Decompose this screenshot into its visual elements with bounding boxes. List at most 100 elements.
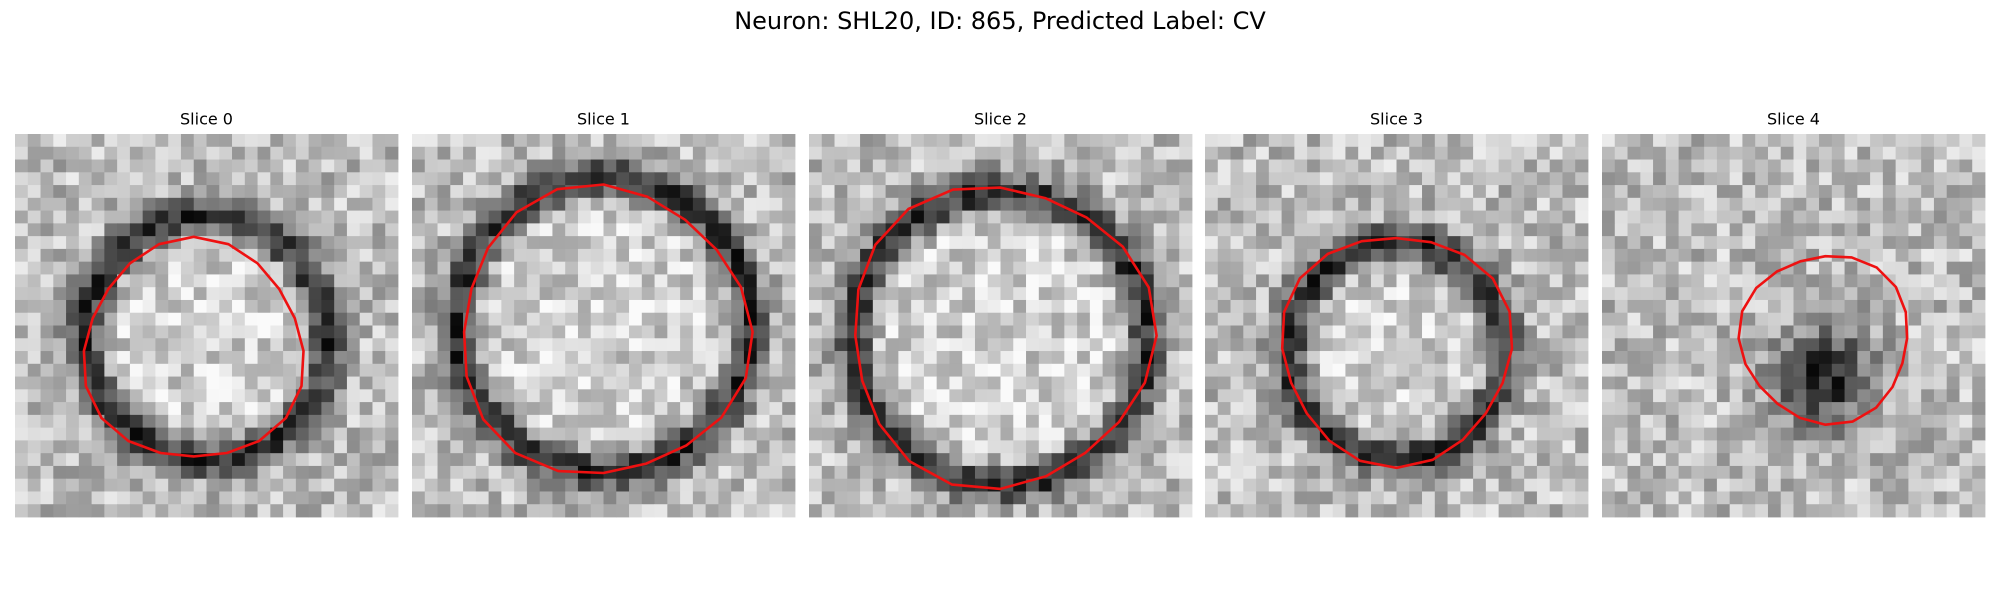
pixel <box>577 159 592 173</box>
pixel <box>193 376 207 390</box>
pixel <box>1602 274 1616 288</box>
pixel <box>1575 478 1589 492</box>
pixel <box>359 402 373 416</box>
pixel <box>1524 453 1538 467</box>
pixel <box>936 274 950 288</box>
pixel <box>1460 325 1474 339</box>
pixel <box>1755 414 1769 429</box>
pixel <box>475 172 489 186</box>
pixel <box>962 134 976 148</box>
pixel <box>308 134 322 148</box>
pixel <box>667 146 681 160</box>
pixel <box>1166 197 1180 211</box>
pixel <box>809 427 823 441</box>
pixel <box>769 210 783 224</box>
pixel <box>53 504 67 518</box>
pixel <box>501 197 515 211</box>
pixel <box>1653 261 1667 275</box>
pixel <box>539 197 553 211</box>
pixel <box>475 491 489 505</box>
slice-image <box>412 134 796 518</box>
pixel <box>1755 440 1769 454</box>
pixel <box>1179 274 1193 288</box>
pixel <box>129 465 144 480</box>
pixel <box>1166 159 1180 173</box>
pixel <box>731 210 745 224</box>
pixel <box>1959 134 1973 148</box>
pixel <box>232 261 246 275</box>
pixel <box>1332 134 1346 148</box>
pixel <box>308 504 322 518</box>
pixel <box>1179 402 1193 416</box>
pixel <box>1409 338 1423 352</box>
roi-contour <box>853 186 1158 491</box>
pixel <box>180 248 195 263</box>
pixel <box>295 440 310 454</box>
pixel <box>27 299 41 314</box>
pixel <box>1485 491 1500 505</box>
pixel <box>1780 223 1794 237</box>
pixel <box>1281 402 1295 416</box>
pixel <box>1243 312 1257 326</box>
pixel <box>1793 299 1807 314</box>
pixel <box>219 338 233 352</box>
pixel <box>936 491 950 505</box>
pixel <box>206 185 220 199</box>
pixel <box>1704 440 1718 454</box>
pixel <box>1051 274 1065 288</box>
pixel <box>219 159 233 173</box>
pixel <box>1256 440 1270 454</box>
pixel <box>1307 146 1321 160</box>
pixel <box>962 274 976 288</box>
pixel <box>1704 210 1718 224</box>
slice-title: Slice 1 <box>577 110 630 129</box>
pixel <box>244 504 258 518</box>
pixel <box>860 453 874 467</box>
pixel <box>1844 261 1858 275</box>
pixel <box>1946 402 1960 416</box>
pixel <box>488 402 502 416</box>
pixel <box>526 159 541 173</box>
pixel <box>1319 389 1334 403</box>
pixel <box>1089 478 1104 492</box>
pixel <box>1422 210 1436 224</box>
pixel <box>321 236 335 250</box>
pixel <box>1575 299 1589 314</box>
pixel <box>334 325 348 339</box>
pixel <box>334 376 348 390</box>
pixel <box>1921 223 1935 237</box>
pixel <box>1602 312 1616 326</box>
pixel <box>27 287 41 301</box>
pixel <box>1332 453 1346 467</box>
pixel <box>1562 414 1576 429</box>
pixel <box>180 197 195 211</box>
pixel <box>629 287 643 301</box>
pixel <box>1332 236 1346 250</box>
pixel <box>1549 440 1563 454</box>
pixel <box>1511 274 1525 288</box>
pixel <box>590 185 604 199</box>
pixel <box>1844 210 1858 224</box>
pixel <box>40 351 54 365</box>
pixel <box>974 402 989 416</box>
pixel <box>1319 325 1334 339</box>
pixel <box>1140 223 1155 237</box>
pixel <box>1882 223 1897 237</box>
pixel <box>898 261 912 275</box>
pixel <box>40 465 54 480</box>
pixel <box>1972 261 1986 275</box>
pixel <box>629 389 643 403</box>
pixel <box>1064 338 1078 352</box>
pixel <box>1205 363 1219 377</box>
pixel <box>1332 223 1346 237</box>
pixel <box>1460 351 1474 365</box>
pixel <box>1742 427 1756 441</box>
pixel <box>1921 185 1935 199</box>
pixel <box>1102 414 1116 429</box>
pixel <box>1933 338 1948 352</box>
pixel <box>1627 236 1641 250</box>
pixel <box>1294 504 1308 518</box>
pixel <box>1729 363 1743 377</box>
pixel <box>526 440 541 454</box>
pixel <box>1268 159 1282 173</box>
